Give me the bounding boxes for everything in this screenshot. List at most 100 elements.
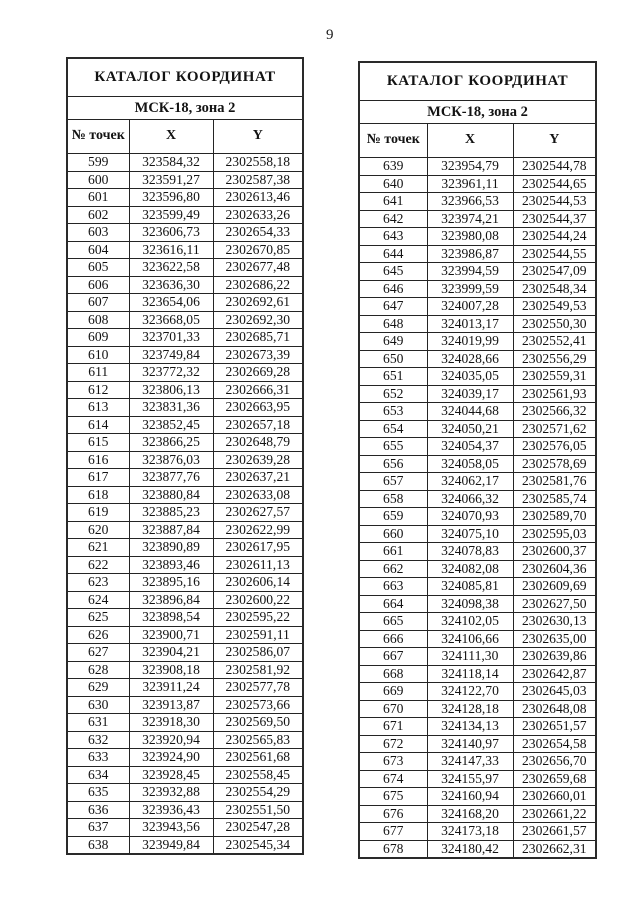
y-coordinate-cell: 2302548,34 bbox=[512, 279, 597, 298]
y-coordinate-cell: 2302547,28 bbox=[212, 818, 304, 837]
table-row: 648 324013,17 2302550,30 bbox=[358, 314, 597, 333]
table-row: 656 324058,05 2302578,69 bbox=[358, 454, 597, 473]
table-row: 623 323895,16 2302606,14 bbox=[66, 573, 304, 592]
point-number-cell: 602 bbox=[66, 205, 130, 224]
point-number-cell: 657 bbox=[358, 472, 428, 491]
table-row: 611 323772,32 2302669,28 bbox=[66, 363, 304, 382]
y-coordinate-cell: 2302685,71 bbox=[212, 328, 304, 347]
y-coordinate-cell: 2302666,31 bbox=[212, 380, 304, 399]
y-coordinate-cell: 2302569,50 bbox=[212, 713, 304, 732]
point-number-cell: 667 bbox=[358, 647, 428, 666]
table-row: 655 324054,37 2302576,05 bbox=[358, 437, 597, 456]
y-coordinate-cell: 2302561,93 bbox=[512, 384, 597, 403]
x-coordinate-cell: 324039,17 bbox=[426, 384, 514, 403]
table-row: 645 323994,59 2302547,09 bbox=[358, 262, 597, 281]
x-coordinate-cell: 324134,13 bbox=[426, 717, 514, 736]
point-number-cell: 668 bbox=[358, 664, 428, 683]
x-coordinate-cell: 324035,05 bbox=[426, 367, 514, 386]
y-coordinate-cell: 2302642,87 bbox=[512, 664, 597, 683]
point-number-cell: 660 bbox=[358, 524, 428, 543]
y-coordinate-cell: 2302654,58 bbox=[512, 734, 597, 753]
y-coordinate-cell: 2302633,08 bbox=[212, 485, 304, 504]
table-row: 629 323911,24 2302577,78 bbox=[66, 678, 304, 697]
table-row: 633 323924,90 2302561,68 bbox=[66, 748, 304, 767]
table-row: 660 324075,10 2302595,03 bbox=[358, 524, 597, 543]
point-number-cell: 601 bbox=[66, 188, 130, 207]
x-coordinate-cell: 323949,84 bbox=[128, 835, 214, 855]
x-coordinate-cell: 324070,93 bbox=[426, 507, 514, 526]
x-coordinate-cell: 324180,42 bbox=[426, 839, 514, 859]
point-number-cell: 655 bbox=[358, 437, 428, 456]
x-coordinate-cell: 323908,18 bbox=[128, 660, 214, 679]
point-number-cell: 638 bbox=[66, 835, 130, 855]
point-number-cell: 604 bbox=[66, 240, 130, 259]
x-coordinate-cell: 324058,05 bbox=[426, 454, 514, 473]
x-coordinate-cell: 323943,56 bbox=[128, 818, 214, 837]
table-row: 666 324106,66 2302635,00 bbox=[358, 629, 597, 648]
x-coordinate-cell: 324173,18 bbox=[426, 822, 514, 841]
y-coordinate-cell: 2302656,70 bbox=[512, 752, 597, 771]
table-row: 603 323606,73 2302654,33 bbox=[66, 223, 304, 242]
x-coordinate-cell: 324066,32 bbox=[426, 489, 514, 508]
y-coordinate-cell: 2302549,53 bbox=[512, 297, 597, 316]
y-coordinate-cell: 2302637,21 bbox=[212, 468, 304, 487]
y-coordinate-cell: 2302692,30 bbox=[212, 310, 304, 329]
y-coordinate-cell: 2302630,13 bbox=[512, 612, 597, 631]
point-number-cell: 608 bbox=[66, 310, 130, 329]
point-number-cell: 632 bbox=[66, 730, 130, 749]
point-number-cell: 636 bbox=[66, 800, 130, 819]
point-number-cell: 644 bbox=[358, 244, 428, 263]
table-row: 664 324098,38 2302627,50 bbox=[358, 594, 597, 613]
point-number-cell: 676 bbox=[358, 804, 428, 823]
x-coordinate-cell: 323668,05 bbox=[128, 310, 214, 329]
coordinates-table-left: КАТАЛОГ КООРДИНАТ МСК-18, зона 2 № точек… bbox=[66, 57, 305, 855]
table-row: 613 323831,36 2302663,95 bbox=[66, 398, 304, 417]
table-row: 644 323986,87 2302544,55 bbox=[358, 244, 597, 263]
x-coordinate-cell: 324102,05 bbox=[426, 612, 514, 631]
x-coordinate-cell: 324019,99 bbox=[426, 332, 514, 351]
y-coordinate-cell: 2302662,31 bbox=[512, 839, 597, 859]
point-number-cell: 620 bbox=[66, 520, 130, 539]
y-coordinate-cell: 2302648,79 bbox=[212, 433, 304, 452]
column-header-x: X bbox=[128, 119, 214, 154]
x-coordinate-cell: 323890,89 bbox=[128, 538, 214, 557]
x-coordinate-cell: 324013,17 bbox=[426, 314, 514, 333]
y-coordinate-cell: 2302551,50 bbox=[212, 800, 304, 819]
table-row: 638 323949,84 2302545,34 bbox=[66, 835, 304, 855]
y-coordinate-cell: 2302581,76 bbox=[512, 472, 597, 491]
x-coordinate-cell: 324168,20 bbox=[426, 804, 514, 823]
table-row: 625 323898,54 2302595,22 bbox=[66, 608, 304, 627]
point-number-cell: 622 bbox=[66, 555, 130, 574]
y-coordinate-cell: 2302566,32 bbox=[512, 402, 597, 421]
point-number-cell: 645 bbox=[358, 262, 428, 281]
table-row: 665 324102,05 2302630,13 bbox=[358, 612, 597, 631]
point-number-cell: 618 bbox=[66, 485, 130, 504]
point-number-cell: 611 bbox=[66, 363, 130, 382]
y-coordinate-cell: 2302554,29 bbox=[212, 783, 304, 802]
y-coordinate-cell: 2302648,08 bbox=[512, 699, 597, 718]
x-coordinate-cell: 324050,21 bbox=[426, 419, 514, 438]
y-coordinate-cell: 2302651,57 bbox=[512, 717, 597, 736]
point-number-cell: 627 bbox=[66, 643, 130, 662]
x-coordinate-cell: 323654,06 bbox=[128, 293, 214, 312]
table-row: 651 324035,05 2302559,31 bbox=[358, 367, 597, 386]
x-coordinate-cell: 323893,46 bbox=[128, 555, 214, 574]
x-coordinate-cell: 323900,71 bbox=[128, 625, 214, 644]
x-coordinate-cell: 324106,66 bbox=[426, 629, 514, 648]
x-coordinate-cell: 323911,24 bbox=[128, 678, 214, 697]
y-coordinate-cell: 2302661,57 bbox=[512, 822, 597, 841]
column-header-x: X bbox=[426, 123, 514, 158]
y-coordinate-cell: 2302600,37 bbox=[512, 542, 597, 561]
table-row: 675 324160,94 2302660,01 bbox=[358, 787, 597, 806]
table-row: 669 324122,70 2302645,03 bbox=[358, 682, 597, 701]
point-number-cell: 606 bbox=[66, 275, 130, 294]
point-number-cell: 659 bbox=[358, 507, 428, 526]
y-coordinate-cell: 2302589,70 bbox=[512, 507, 597, 526]
column-header-y: Y bbox=[512, 123, 597, 158]
table-row: 658 324066,32 2302585,74 bbox=[358, 489, 597, 508]
y-coordinate-cell: 2302544,37 bbox=[512, 209, 597, 228]
coordinates-table-right: КАТАЛОГ КООРДИНАТ МСК-18, зона 2 № точек… bbox=[358, 61, 598, 859]
table-row: 657 324062,17 2302581,76 bbox=[358, 472, 597, 491]
table-row: 627 323904,21 2302586,07 bbox=[66, 643, 304, 662]
x-coordinate-cell: 323966,53 bbox=[426, 192, 514, 211]
